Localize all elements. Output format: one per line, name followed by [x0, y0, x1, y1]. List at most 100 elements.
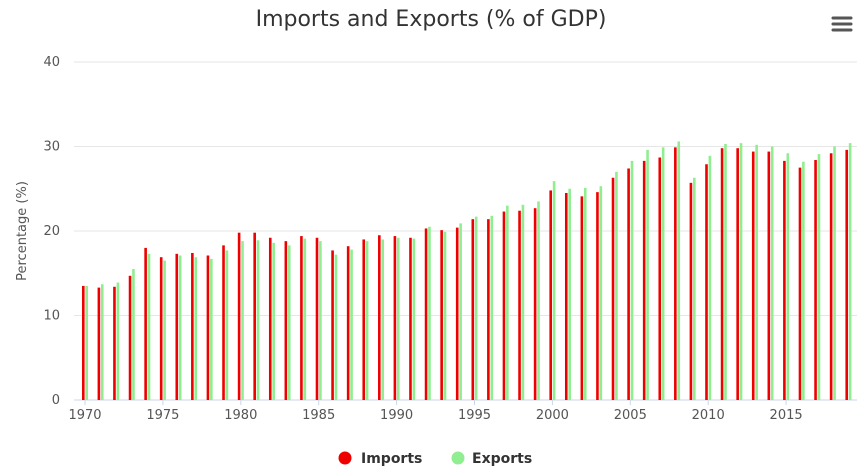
bar-exports-2004[interactable]: [615, 171, 618, 400]
bar-exports-2017[interactable]: [817, 154, 821, 400]
bar-imports-2002[interactable]: [580, 196, 584, 400]
bar-exports-2002[interactable]: [583, 187, 587, 400]
bar-imports-2019[interactable]: [845, 149, 849, 400]
bar-imports-2011[interactable]: [720, 148, 724, 400]
bar-imports-1974[interactable]: [144, 247, 147, 400]
bar-exports-1993[interactable]: [443, 231, 447, 400]
bar-exports-2001[interactable]: [568, 188, 571, 400]
bar-exports-2011[interactable]: [724, 143, 727, 400]
bar-imports-1984[interactable]: [300, 236, 303, 400]
bar-imports-1979[interactable]: [222, 245, 225, 400]
bar-exports-2015[interactable]: [786, 153, 790, 400]
bar-exports-2006[interactable]: [646, 149, 649, 400]
menu-button[interactable]: [829, 14, 853, 34]
bar-imports-1990[interactable]: [393, 236, 397, 400]
bar-exports-1988[interactable]: [365, 241, 369, 400]
bar-exports-1979[interactable]: [225, 250, 229, 400]
bar-imports-1970[interactable]: [82, 285, 85, 400]
bar-imports-1980[interactable]: [237, 232, 241, 400]
bar-exports-1974[interactable]: [147, 253, 151, 400]
bar-exports-2014[interactable]: [770, 146, 774, 401]
bar-imports-1976[interactable]: [175, 253, 179, 400]
bar-exports-2016[interactable]: [802, 161, 805, 400]
bar-imports-1993[interactable]: [440, 230, 443, 400]
bar-exports-1996[interactable]: [490, 215, 494, 400]
bar-imports-1995[interactable]: [471, 219, 475, 400]
bar-imports-2013[interactable]: [751, 151, 755, 400]
bar-exports-2019[interactable]: [848, 143, 852, 400]
bar-imports-2014[interactable]: [767, 151, 771, 400]
bar-imports-1997[interactable]: [502, 211, 506, 400]
bar-exports-1999[interactable]: [537, 201, 540, 400]
bar-imports-1973[interactable]: [128, 275, 132, 400]
bar-imports-1998[interactable]: [518, 210, 521, 400]
bar-imports-1986[interactable]: [331, 250, 334, 400]
bar-imports-1983[interactable]: [284, 241, 288, 400]
bar-imports-1971[interactable]: [97, 287, 101, 400]
bar-imports-2016[interactable]: [798, 167, 802, 400]
bar-exports-1998[interactable]: [521, 204, 525, 400]
bar-exports-1976[interactable]: [178, 255, 182, 400]
bar-imports-2012[interactable]: [736, 148, 739, 400]
bar-exports-1984[interactable]: [303, 238, 307, 400]
bar-exports-1990[interactable]: [397, 237, 400, 400]
bar-exports-1977[interactable]: [194, 257, 198, 400]
bar-exports-1971[interactable]: [100, 284, 104, 400]
bar-exports-1986[interactable]: [334, 254, 338, 400]
bar-imports-2015[interactable]: [783, 160, 786, 400]
bar-exports-1978[interactable]: [210, 258, 213, 400]
bar-exports-1982[interactable]: [272, 242, 275, 400]
bar-imports-1977[interactable]: [191, 252, 194, 400]
bar-imports-2007[interactable]: [658, 157, 662, 400]
bar-exports-2008[interactable]: [677, 141, 681, 400]
bar-imports-2006[interactable]: [642, 160, 646, 400]
bar-exports-1995[interactable]: [474, 216, 478, 400]
bar-imports-1994[interactable]: [455, 227, 459, 400]
bar-imports-2000[interactable]: [549, 190, 552, 400]
legend-item-exports[interactable]: Exports: [451, 451, 533, 467]
bar-exports-2018[interactable]: [833, 146, 836, 401]
bar-imports-2010[interactable]: [705, 164, 708, 400]
bar-exports-2000[interactable]: [552, 181, 556, 400]
bar-imports-2009[interactable]: [689, 182, 693, 400]
bar-exports-1994[interactable]: [459, 223, 462, 400]
bar-imports-1982[interactable]: [268, 237, 272, 400]
bar-imports-2004[interactable]: [611, 177, 615, 400]
bar-exports-2007[interactable]: [661, 147, 665, 400]
bar-imports-2008[interactable]: [674, 147, 677, 400]
bar-imports-2018[interactable]: [829, 153, 833, 400]
bar-exports-2010[interactable]: [708, 155, 712, 400]
bar-imports-1978[interactable]: [206, 255, 210, 400]
bar-exports-1992[interactable]: [428, 226, 431, 400]
bar-imports-1985[interactable]: [315, 237, 319, 400]
bar-exports-1973[interactable]: [132, 269, 135, 400]
bar-exports-2003[interactable]: [599, 186, 603, 400]
bar-exports-2005[interactable]: [630, 160, 634, 400]
bar-exports-1985[interactable]: [319, 241, 322, 400]
bar-imports-2001[interactable]: [564, 192, 568, 400]
bar-exports-2012[interactable]: [739, 143, 743, 400]
bar-imports-1975[interactable]: [159, 257, 163, 400]
bar-exports-2013[interactable]: [755, 144, 758, 400]
bar-imports-1991[interactable]: [409, 237, 412, 400]
bar-imports-1987[interactable]: [346, 246, 350, 400]
bar-exports-1975[interactable]: [163, 260, 166, 400]
bar-imports-1992[interactable]: [424, 228, 428, 400]
bar-exports-1972[interactable]: [116, 282, 120, 400]
bar-imports-1999[interactable]: [533, 208, 537, 400]
bar-imports-1989[interactable]: [378, 235, 381, 400]
bar-exports-1987[interactable]: [350, 249, 353, 400]
bar-imports-1972[interactable]: [113, 286, 116, 400]
bar-imports-2017[interactable]: [814, 160, 817, 400]
bar-exports-1980[interactable]: [241, 241, 244, 400]
bar-exports-1991[interactable]: [412, 238, 416, 400]
bar-exports-1989[interactable]: [381, 239, 385, 400]
bar-imports-1996[interactable]: [487, 219, 490, 400]
bar-exports-1983[interactable]: [287, 245, 291, 400]
bar-exports-2009[interactable]: [693, 177, 696, 400]
bar-imports-2003[interactable]: [596, 192, 599, 400]
bar-imports-1988[interactable]: [362, 239, 366, 400]
bar-exports-1970[interactable]: [85, 285, 88, 400]
bar-imports-1981[interactable]: [253, 232, 256, 400]
bar-exports-1997[interactable]: [506, 205, 509, 400]
